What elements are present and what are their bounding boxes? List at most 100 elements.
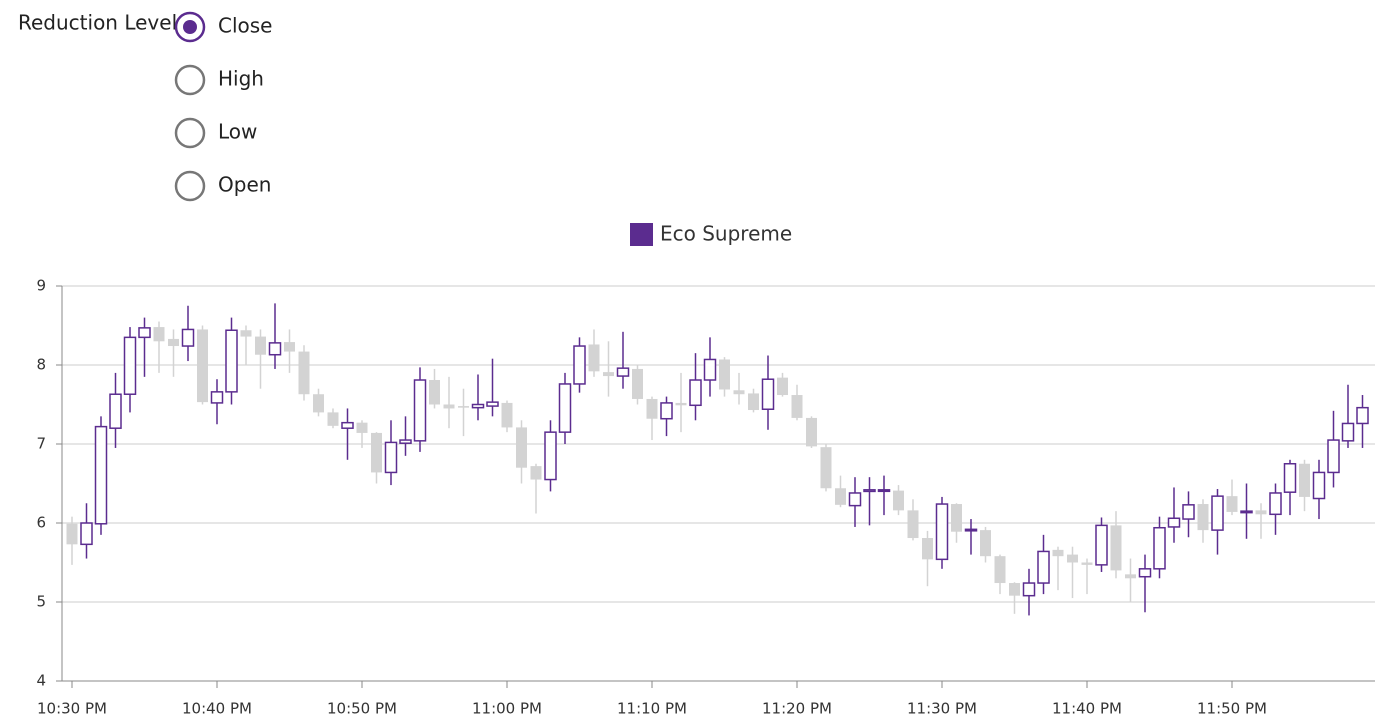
candle-body	[413, 379, 427, 442]
candle-body	[399, 439, 412, 444]
candle-body	[689, 379, 702, 407]
candle-body	[530, 466, 542, 480]
candle-body	[327, 412, 339, 426]
y-tick-label: 8	[36, 356, 46, 374]
candle-body	[558, 383, 572, 433]
radio-group-label: Reduction Level:	[18, 11, 184, 35]
candle-body	[313, 394, 324, 413]
y-tick-label: 7	[36, 435, 46, 453]
candle-body	[1037, 550, 1050, 584]
candle-body	[1327, 439, 1340, 474]
candle-body	[1197, 504, 1209, 531]
candle-body	[1110, 525, 1122, 571]
legend-label[interactable]: Eco Supreme	[660, 222, 792, 246]
candle-body	[675, 402, 687, 406]
x-tick-label: 11:30 PM	[907, 700, 977, 718]
candle-body	[660, 402, 673, 420]
candle-body	[994, 556, 1006, 584]
radio-label[interactable]: Low	[218, 120, 257, 144]
x-tick-label: 11:00 PM	[472, 700, 542, 718]
candle-body	[471, 403, 485, 409]
candle-body	[1153, 526, 1166, 570]
candle-body	[980, 530, 991, 557]
candle-body	[1052, 549, 1064, 557]
x-tick-label: 11:40 PM	[1052, 700, 1122, 718]
candle-body	[1022, 582, 1036, 597]
candle-body	[806, 417, 817, 447]
legend-swatch[interactable]	[630, 223, 653, 246]
radio-label[interactable]: Close	[218, 14, 272, 38]
candle-body	[877, 489, 891, 493]
candle-body	[616, 367, 630, 377]
candle-body	[284, 342, 295, 352]
y-tick-label: 9	[36, 277, 46, 295]
candle-body	[907, 510, 919, 539]
radio-label[interactable]: Open	[218, 173, 271, 197]
radio-label[interactable]: High	[218, 67, 264, 91]
candle-body	[573, 345, 586, 385]
candle-body	[964, 528, 978, 532]
radio-button[interactable]	[174, 170, 206, 202]
candle-body	[1269, 492, 1282, 516]
candle-body	[1182, 504, 1195, 520]
candle-body	[733, 390, 745, 395]
candle-body	[168, 338, 179, 347]
candle-body	[123, 336, 137, 395]
candle-body	[443, 404, 455, 409]
candle-body	[1167, 517, 1181, 528]
candle-body	[268, 342, 282, 356]
candle-body	[544, 431, 557, 481]
candle-body	[1095, 524, 1108, 566]
y-tick-label: 5	[36, 593, 46, 611]
candle-body	[1009, 583, 1020, 596]
candle-body	[1138, 568, 1152, 578]
x-tick-label: 11:20 PM	[762, 700, 832, 718]
candle-body	[1341, 422, 1355, 442]
candle-body	[255, 336, 266, 355]
candle-body	[197, 329, 208, 403]
x-tick-label: 11:50 PM	[1197, 700, 1267, 718]
candle-body	[777, 377, 788, 396]
candle-body	[922, 538, 933, 560]
candle-body	[1125, 574, 1136, 579]
candle-body	[761, 378, 775, 410]
candle-body	[501, 402, 513, 428]
candle-body	[1299, 463, 1310, 497]
candle-body	[1240, 510, 1253, 514]
x-tick-label: 10:50 PM	[327, 700, 397, 718]
candle-body	[951, 504, 962, 532]
candle-body	[298, 351, 310, 395]
radio-group: Reduction Level: Close High Low Open	[18, 11, 272, 202]
candle-body	[181, 328, 195, 347]
candle-body	[1081, 562, 1093, 565]
candle-body	[588, 344, 600, 372]
candle-body	[848, 492, 862, 507]
candle-body	[138, 327, 151, 339]
candle-body	[893, 490, 904, 511]
candle-body	[703, 358, 717, 381]
candle-body	[863, 489, 876, 493]
candle-body	[603, 372, 614, 377]
radio-button[interactable]	[174, 64, 206, 96]
candle-body	[80, 522, 93, 546]
candle-body	[109, 393, 122, 429]
candle-body	[356, 422, 368, 433]
candle-body	[240, 330, 252, 337]
candle-body	[748, 393, 759, 411]
x-tick-label: 11:10 PM	[617, 700, 687, 718]
candle-body	[486, 401, 499, 407]
candle-body	[632, 368, 643, 399]
candle-body	[225, 329, 238, 393]
candle-body	[153, 327, 165, 342]
candle-body	[835, 488, 846, 505]
candle-body	[458, 406, 469, 408]
candle-body	[1356, 406, 1369, 425]
radio-button[interactable]	[174, 117, 206, 149]
candle-body	[1312, 471, 1326, 500]
candle-body	[1255, 510, 1267, 515]
candle-body	[820, 447, 832, 489]
candle-body	[1211, 495, 1224, 531]
radio-dot	[183, 20, 197, 34]
